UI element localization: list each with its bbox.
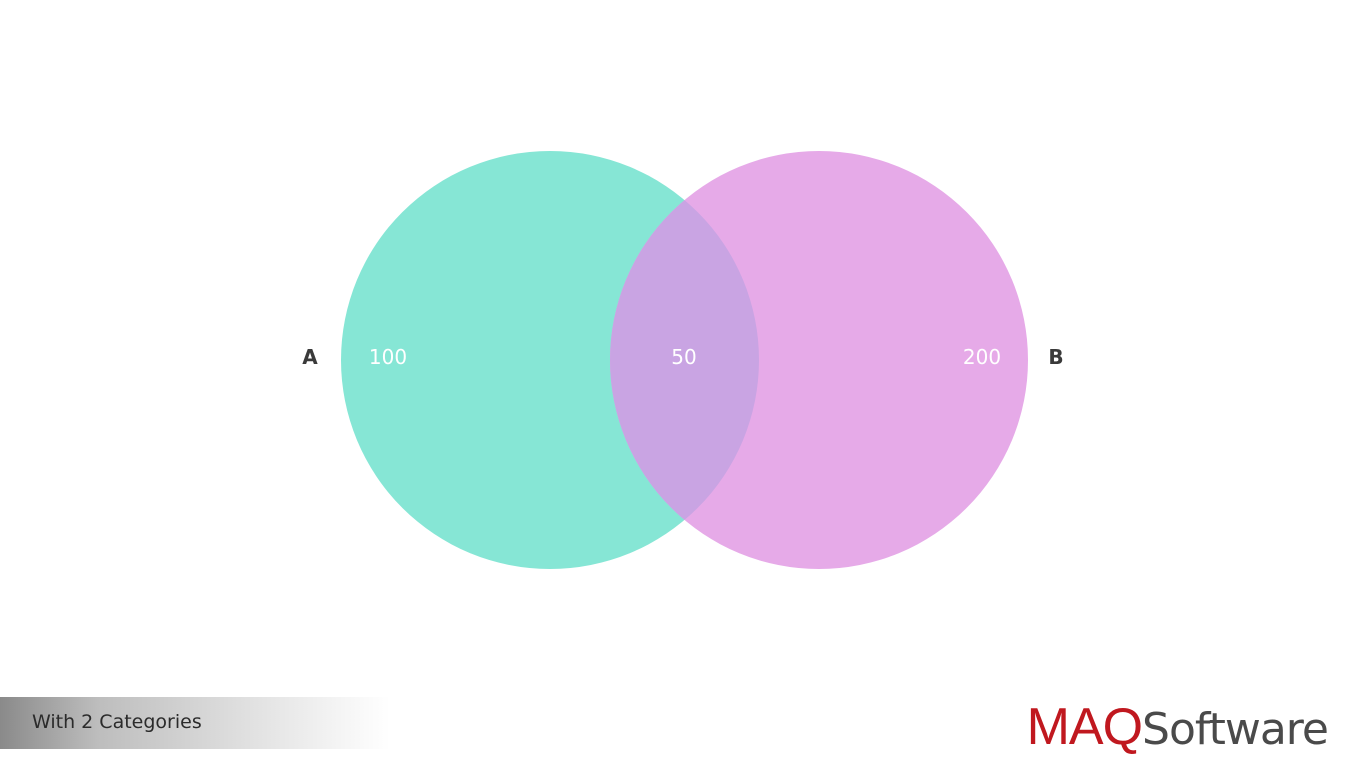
company-logo: MAQ Software — [1026, 697, 1329, 757]
intersection-region[interactable] — [610, 151, 1028, 569]
intersection-value: 50 — [671, 345, 696, 369]
venn-diagram: A B 100 50 200 — [302, 151, 1064, 569]
set-b-value: 200 — [963, 345, 1001, 369]
set-b-label: B — [1048, 345, 1063, 369]
logo-brand: MAQ — [1026, 698, 1143, 756]
footer-band — [0, 697, 390, 749]
footer-caption: With 2 Categories — [32, 711, 202, 733]
set-a-label: A — [302, 345, 318, 369]
logo-product: Software — [1142, 704, 1329, 755]
set-a-value: 100 — [369, 345, 407, 369]
